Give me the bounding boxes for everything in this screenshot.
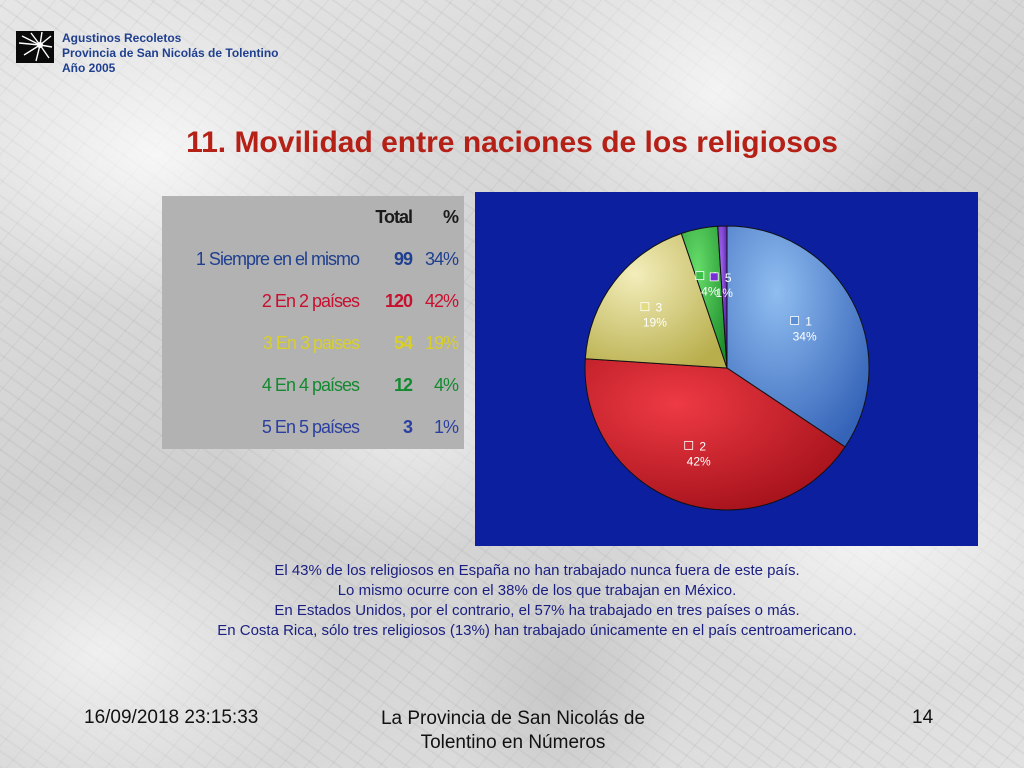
caption: El 43% de los religiosos en España no ha… <box>0 561 1024 641</box>
table-row: 2 En 2 países 120 42% <box>162 280 464 322</box>
logo-icon <box>16 31 54 63</box>
footer-title-line: La Provincia de San Nicolás de <box>380 708 646 729</box>
slice-legend-marker <box>695 271 705 281</box>
org-name: Agustinos Recoletos <box>62 31 182 45</box>
row-total: 3 <box>402 416 413 437</box>
table-row: 3 En 3 paises 54 19% <box>162 322 464 364</box>
pie-chart-svg: 134%242%319%44%51% <box>584 225 870 511</box>
pie-slice-2 <box>584 358 846 511</box>
table-row: 1 Siempre en el mismo 99 34% <box>162 238 464 280</box>
slice-percent-label: 34% <box>793 329 817 343</box>
header-label <box>162 196 362 238</box>
caption-line: El 43% de los religiosos en España no ha… <box>274 562 800 579</box>
row-total: 99 <box>393 248 413 269</box>
row-label: 5 En 5 países <box>261 416 360 437</box>
slice-label: 1 <box>805 314 812 328</box>
row-percent: 34% <box>424 248 459 269</box>
table-row: 4 En 4 países 12 4% <box>162 364 464 406</box>
page-number: 14 <box>912 707 934 728</box>
row-label: 3 En 3 paises <box>262 332 360 353</box>
pie-slice-5 <box>717 225 728 369</box>
slice-label: 2 <box>699 439 706 453</box>
data-table: Total % 1 Siempre en el mismo 99 34% 2 En 2… <box>162 196 464 449</box>
footer-date: 16/09/2018 23:15:33 <box>84 707 259 728</box>
org-province: Provincia de San Nicolás de Tolentino <box>62 46 279 60</box>
organization-header: Agustinos Recoletos Provincia de San Nic… <box>62 31 279 76</box>
row-total: 12 <box>393 374 413 395</box>
row-percent: 19% <box>424 332 459 353</box>
row-total: 120 <box>384 290 413 311</box>
page-title: 11. Movilidad entre naciones de los reli… <box>186 126 838 159</box>
slice-legend-marker <box>790 316 800 325</box>
footer-title-line: Tolentino en Números <box>420 732 606 753</box>
header-percent: % <box>442 206 459 227</box>
slice-percent-label: 19% <box>643 316 667 330</box>
row-percent: 42% <box>424 290 459 311</box>
pie-chart: 134%242%319%44%51% <box>475 192 978 546</box>
slice-percent-label: 1% <box>716 286 734 300</box>
footer-title: La Provincia de San Nicolás de Tolentino… <box>352 707 674 755</box>
caption-line: En Estados Unidos, por el contrario, el … <box>274 602 800 619</box>
slice-legend-marker <box>684 440 694 450</box>
row-percent: 4% <box>433 374 459 395</box>
slice-legend-marker <box>640 302 650 312</box>
slice-label: 5 <box>725 271 732 285</box>
pie-slice-3 <box>584 232 728 369</box>
row-label: 4 En 4 países <box>261 374 360 395</box>
header-total: Total <box>375 206 413 227</box>
org-year: Año 2005 <box>62 61 116 75</box>
slice-legend-marker <box>709 272 719 282</box>
slice-percent-label: 42% <box>687 454 711 468</box>
row-percent: 1% <box>433 416 459 437</box>
row-total: 54 <box>393 332 413 353</box>
row-label: 1 Siempre en el mismo <box>195 248 360 269</box>
table-row: 5 En 5 países 3 1% <box>162 406 464 448</box>
caption-line: Lo mismo ocurre con el 38% de los que tr… <box>337 582 737 599</box>
caption-line: En Costa Rica, sólo tres religiosos (13%… <box>217 622 857 639</box>
table-header-row: Total % <box>162 196 464 238</box>
slice-label: 3 <box>656 301 663 315</box>
row-label: 2 En 2 países <box>261 290 360 311</box>
slice-percent-label: 4% <box>701 285 719 299</box>
